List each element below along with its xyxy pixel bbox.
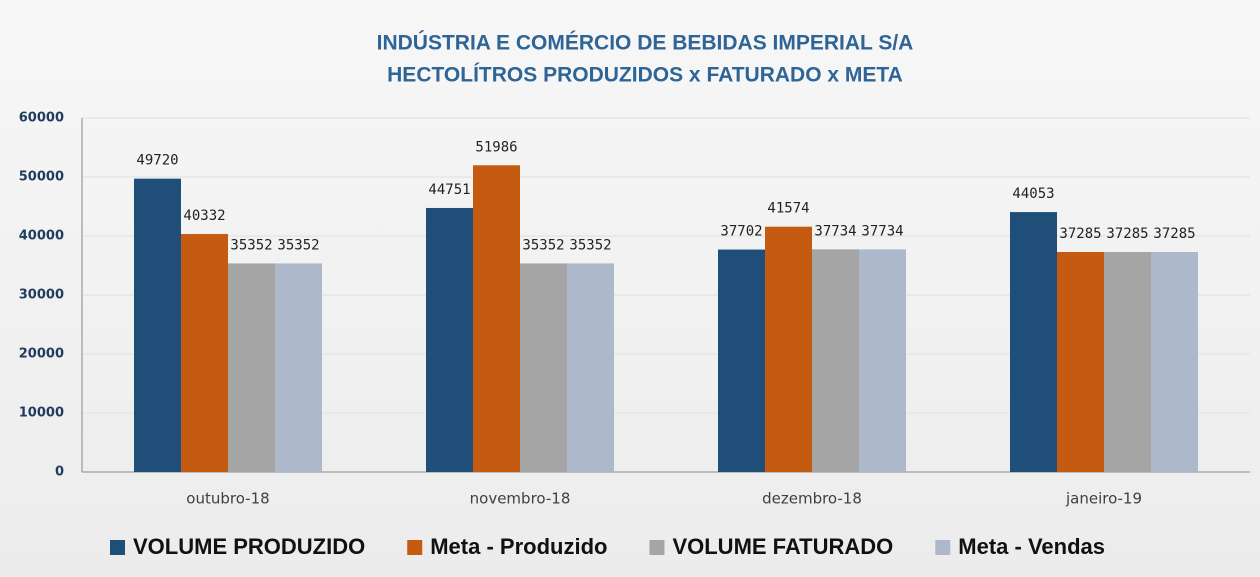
bar (1057, 252, 1104, 472)
chart-subtitle: HECTOLÍTROS PRODUZIDOS x FATURADO x META (387, 64, 903, 87)
y-tick-label: 50000 (19, 170, 64, 185)
bar (134, 178, 181, 473)
value-label: 35352 (569, 237, 611, 253)
bar (718, 249, 765, 472)
bar (1104, 252, 1151, 472)
bar (567, 263, 614, 472)
y-tick-label: 30000 (19, 288, 64, 303)
value-label: 37734 (861, 223, 903, 239)
legend-swatch (649, 540, 665, 555)
legend-swatch (407, 540, 423, 555)
bar (275, 263, 322, 472)
value-label: 41574 (767, 201, 809, 217)
value-label: 35352 (522, 237, 564, 253)
bar (181, 234, 228, 472)
x-tick-label: outubro-18 (186, 490, 269, 508)
x-tick-label: dezembro-18 (762, 490, 862, 508)
bar (812, 249, 859, 472)
legend-label: Meta - Produzido (430, 534, 607, 559)
value-label: 44053 (1012, 186, 1054, 202)
chart-title: INDÚSTRIA E COMÉRCIO DE BEBIDAS IMPERIAL… (377, 31, 914, 55)
value-label: 37285 (1153, 226, 1195, 242)
legend-swatch (935, 540, 951, 555)
value-label: 44751 (428, 182, 470, 198)
value-label: 40332 (183, 208, 225, 224)
legend-label: VOLUME PRODUZIDO (133, 534, 365, 559)
legend-label: Meta - Vendas (958, 534, 1105, 559)
bar (473, 165, 520, 472)
value-label: 37285 (1059, 226, 1101, 242)
legend-label: VOLUME FATURADO (672, 534, 893, 559)
x-tick-label: janeiro-19 (1065, 490, 1142, 508)
bar (765, 226, 812, 472)
y-tick-label: 10000 (19, 406, 64, 421)
value-label: 37734 (814, 223, 856, 239)
legend-swatch (110, 540, 125, 555)
y-tick-label: 40000 (19, 229, 64, 244)
value-label: 51986 (475, 139, 517, 155)
value-label: 35352 (230, 237, 272, 253)
value-label: 49720 (136, 153, 178, 169)
bar (228, 263, 275, 472)
y-tick-label: 20000 (19, 347, 64, 362)
value-label: 37702 (720, 224, 762, 240)
y-tick-label: 60000 (19, 111, 64, 126)
value-label: 37285 (1106, 226, 1148, 242)
bar (859, 249, 906, 472)
bar (1010, 212, 1057, 473)
y-tick-label: 0 (55, 465, 64, 480)
bar (1151, 252, 1198, 472)
value-label: 35352 (277, 237, 319, 253)
bar (520, 263, 567, 472)
bar (426, 207, 473, 472)
x-tick-label: novembro-18 (470, 490, 571, 508)
